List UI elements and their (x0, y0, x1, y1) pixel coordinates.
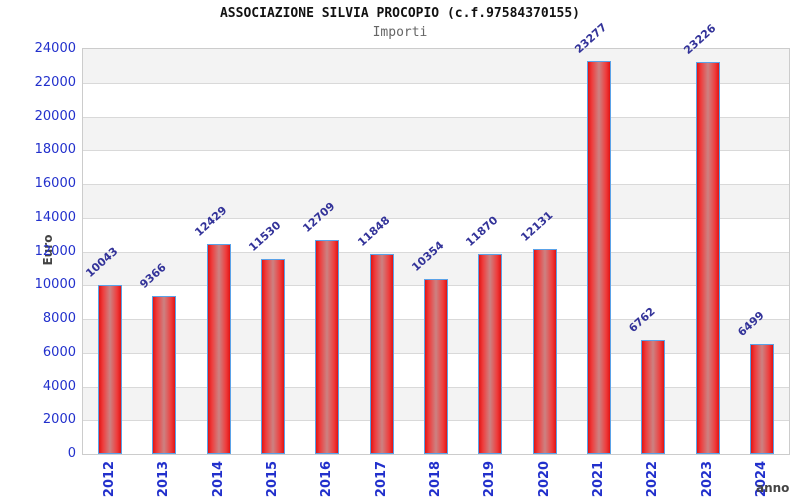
bar (586, 61, 611, 454)
x-tick-label: 2019 (482, 460, 498, 498)
y-tick-label: 14000 (34, 209, 76, 225)
bar (695, 62, 720, 454)
y-tick-label: 2000 (42, 412, 76, 428)
gridline (83, 116, 789, 118)
y-tick-label: 22000 (34, 74, 76, 90)
y-tick-label: 12000 (34, 243, 76, 259)
gridline (83, 251, 789, 253)
y-tick-label: 10000 (34, 277, 76, 293)
y-tick-label: 0 (67, 446, 76, 461)
bar (152, 295, 177, 454)
plot-band (83, 150, 789, 184)
bar (478, 253, 503, 454)
y-tick-label: 16000 (34, 176, 76, 191)
x-tick-label: 2018 (428, 460, 443, 498)
gridline (83, 150, 789, 152)
x-tick-label: 2016 (319, 460, 335, 498)
bar (424, 279, 448, 454)
x-tick-label: 2015 (265, 460, 281, 498)
chart-title: ASSOCIAZIONE SILVIA PROCOPIO (c.f.975843… (219, 6, 581, 21)
x-tick-label: 2021 (590, 460, 606, 498)
plot-band (83, 82, 789, 117)
bar (532, 249, 557, 454)
plot-band (83, 184, 789, 218)
x-tick-label: 2020 (536, 460, 552, 498)
bar (641, 339, 666, 454)
plot-band (83, 116, 789, 151)
y-tick-label: 24000 (34, 41, 76, 56)
y-tick-label: 8000 (42, 311, 76, 326)
gridline (83, 184, 789, 185)
plot-band (83, 49, 789, 83)
bar (749, 344, 774, 454)
bar (206, 244, 231, 454)
gridline (83, 217, 789, 219)
y-tick-label: 6000 (42, 344, 76, 360)
gridline (83, 82, 789, 84)
x-tick-label: 2014 (210, 460, 226, 498)
y-tick-label: 20000 (34, 108, 76, 124)
x-tick-label: 2013 (156, 460, 172, 498)
x-tick-label: 2017 (373, 460, 389, 498)
x-tick-label: 2012 (102, 460, 118, 498)
y-tick-label: 18000 (34, 142, 76, 158)
x-axis-label: anno (756, 481, 790, 495)
chart-subtitle: Importi (372, 25, 428, 40)
x-tick-label: 2022 (645, 460, 661, 498)
y-tick-label: 4000 (42, 378, 76, 394)
x-tick-label: 2023 (699, 460, 715, 498)
bar (261, 259, 286, 454)
plot-area: 10043 9366 12429 11530 12709 11848 10354 11870 1… (82, 21, 790, 455)
bar (369, 254, 394, 454)
bar (98, 284, 123, 454)
plot-band (83, 217, 789, 252)
bar (315, 239, 340, 454)
